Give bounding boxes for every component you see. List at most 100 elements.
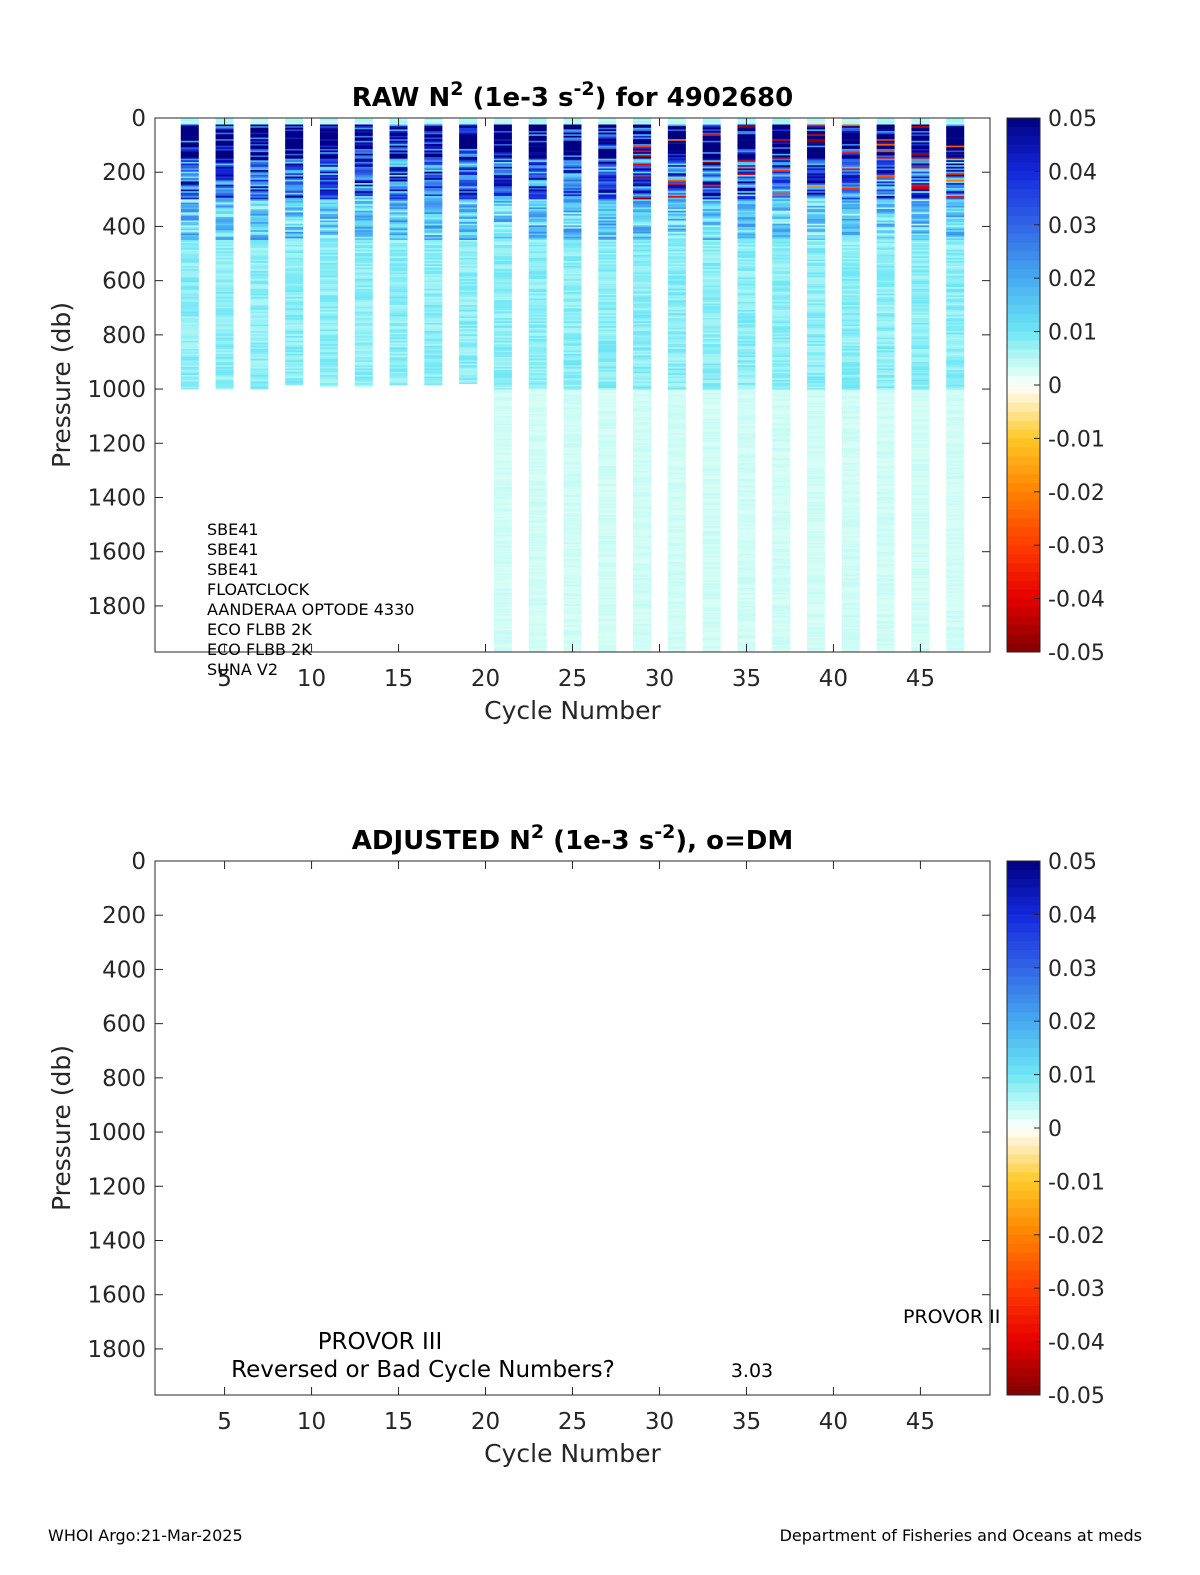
profile-cell [493,644,512,647]
profile-cell [493,381,512,384]
profile-cell [841,295,860,298]
profile-cell [354,241,373,244]
profile-cell [354,131,373,134]
profile-cell [493,329,512,332]
profile-cell [667,129,686,132]
profile-cell [354,309,373,312]
profile-cell [633,142,652,145]
profile-cell [772,493,791,496]
profile-cell [528,433,547,436]
profile-cell [807,144,826,147]
profile-cell [563,184,582,187]
profile-cell [319,342,338,345]
profile-cell [528,290,547,293]
profile-cell [667,441,686,444]
profile-cell [807,467,826,470]
profile-cell [667,339,686,342]
profile-cell [772,267,791,270]
profile-cell [702,505,721,508]
profile-cell [180,279,199,282]
profile-cell [250,371,269,374]
profile-cell [528,565,547,568]
profile-cell [807,358,826,361]
profile-cell [702,144,721,147]
profile-cell [633,191,652,194]
profile-cell [319,186,338,189]
profile-cell [737,184,756,187]
profile-cell [493,563,512,566]
profile-cell [807,275,826,278]
profile-cell [493,495,512,498]
profile-cell [633,135,652,138]
profile-cell [667,526,686,529]
profile-cell [563,435,582,438]
profile-cell [841,337,860,340]
profile-cell [702,150,721,153]
profile-cell [389,176,408,179]
profile-cell [250,329,269,332]
profile-cell [493,127,512,130]
profile-cell [702,321,721,324]
profile-cell [354,370,373,373]
profile-cell [841,243,860,246]
profile-cell [180,243,199,246]
profile-cell [459,269,478,272]
profile-cell [493,415,512,418]
profile-cell [528,589,547,592]
profile-cell [737,205,756,208]
profile-cell [598,303,617,306]
profile-cell [737,511,756,514]
profile-cell [807,457,826,460]
profile-cell [215,326,234,329]
profile-cell [180,217,199,220]
profile-cell [667,537,686,540]
profile-cell [667,604,686,607]
profile-cell [215,246,234,249]
profile-cell [285,186,304,189]
profile-cell [737,514,756,517]
profile-cell [528,560,547,563]
profile-cell [702,171,721,174]
profile-cell [459,373,478,376]
profile-cell [772,643,791,646]
profile-cell [667,545,686,548]
profile-cell [424,292,443,295]
profile-cell [702,132,721,135]
profile-cell [493,295,512,298]
profile-cell [807,244,826,247]
profile-cell [389,202,408,205]
profile-cell [667,635,686,638]
profile-cell [737,440,756,443]
profile-cell [424,340,443,343]
profile-cell [667,578,686,581]
profile-cell [702,418,721,421]
profile-cell [319,246,338,249]
profile-cell [250,361,269,364]
profile-cell [285,205,304,208]
profile-cell [215,300,234,303]
profile-cell [702,191,721,194]
profile-cell [772,285,791,288]
profile-cell [459,368,478,371]
profile-cell [807,464,826,467]
profile-cell [598,157,617,160]
profile-cell [737,319,756,322]
profile-cell [563,589,582,592]
profile-cell [737,153,756,156]
profile-cell [702,196,721,199]
profile-cell [667,272,686,275]
profile-cell [424,189,443,192]
profile-cell [841,246,860,249]
profile-cell [807,563,826,566]
profile-cell [598,453,617,456]
profile-cell [633,235,652,238]
profile-cell [702,443,721,446]
profile-cell [598,238,617,241]
profile-cell [424,363,443,366]
profile-cell [807,641,826,644]
profile-cell [493,296,512,299]
profile-cell [702,272,721,275]
profile-cell [598,409,617,412]
profile-cell [772,363,791,366]
profile-cell [528,547,547,550]
